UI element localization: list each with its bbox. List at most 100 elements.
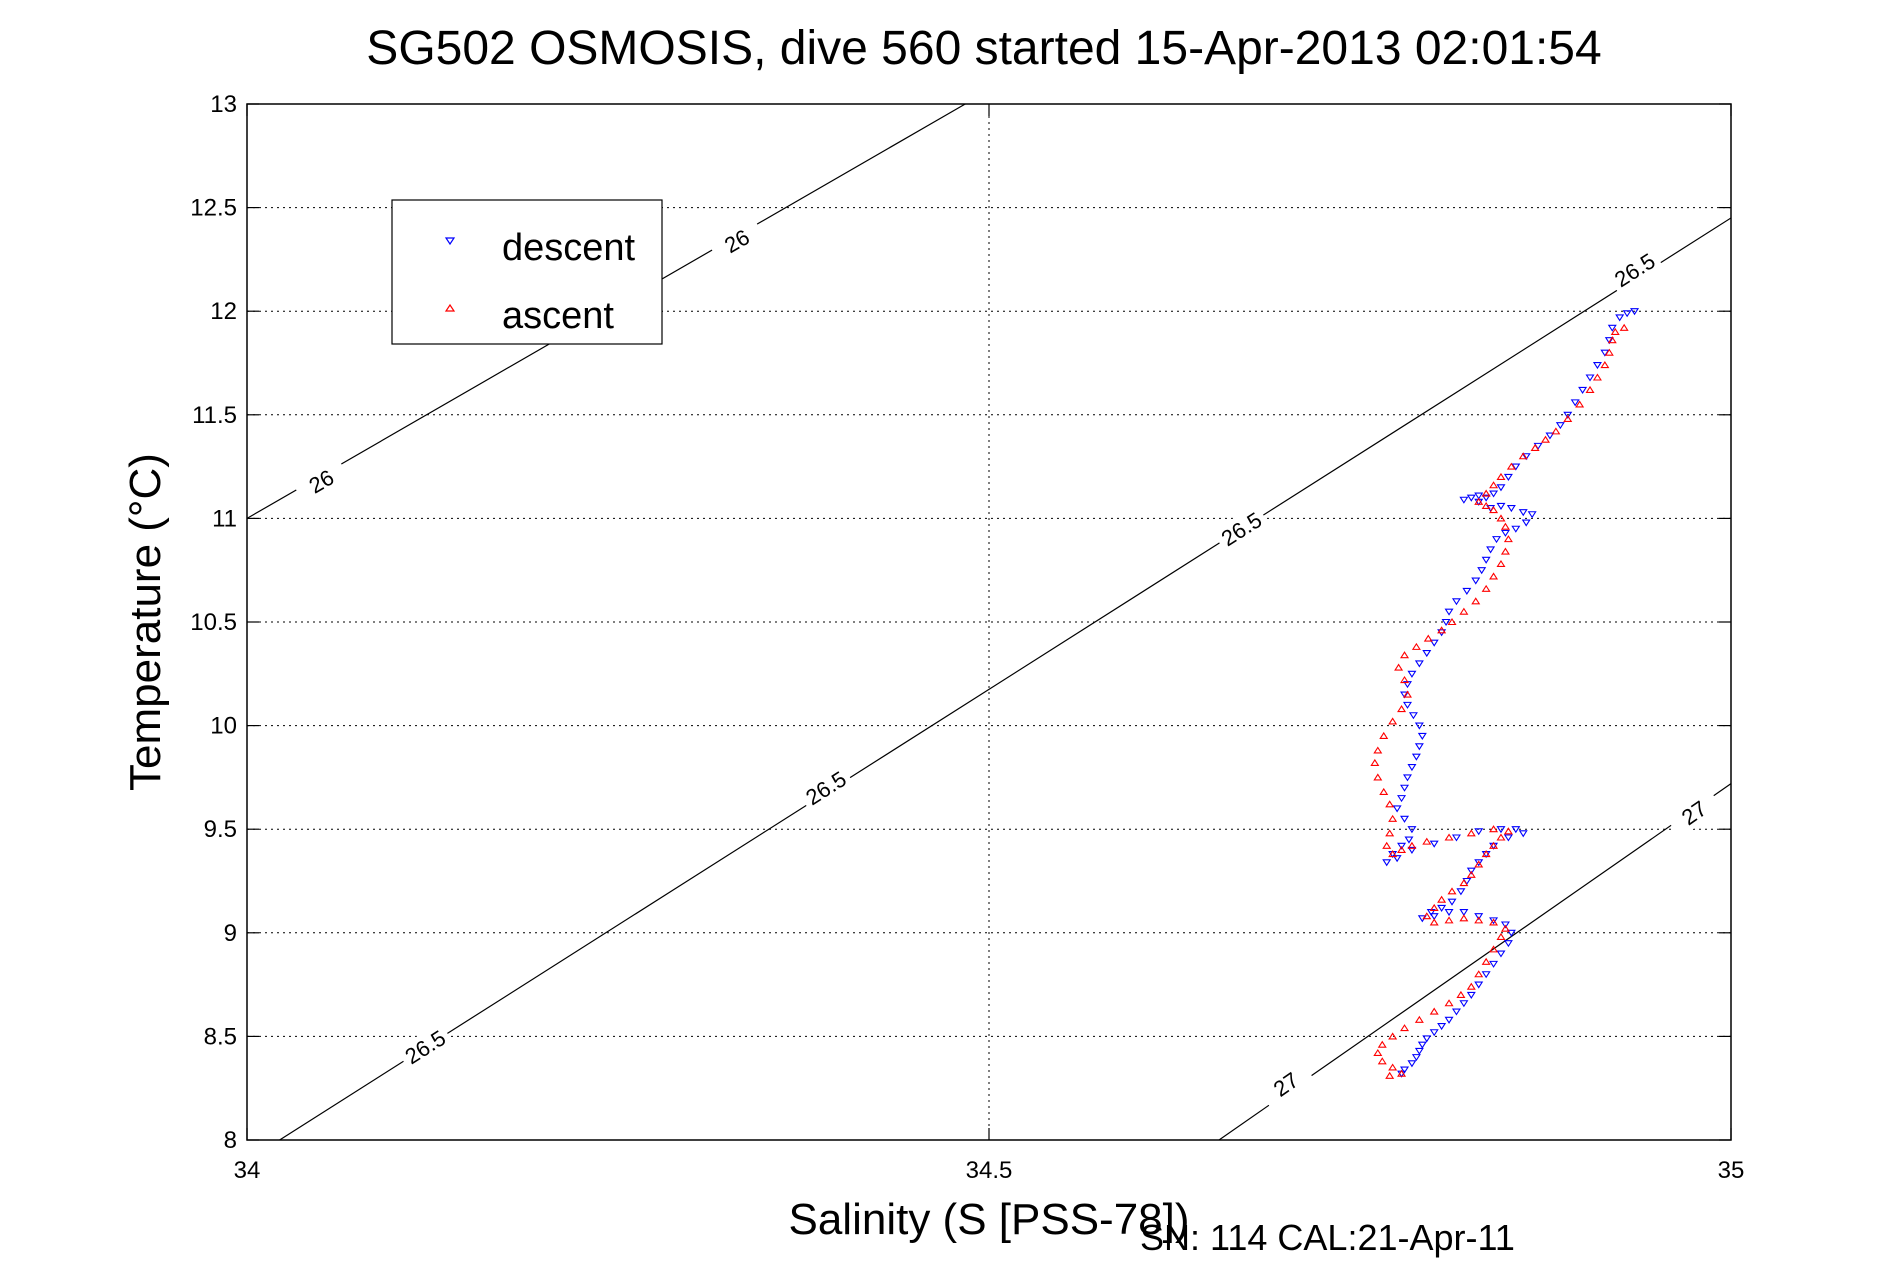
descent-point: [1545, 432, 1555, 440]
ascent-point: [1377, 1057, 1387, 1065]
ascent-point: [1444, 833, 1454, 841]
descent-point: [1459, 1000, 1469, 1008]
ascent-point: [1459, 879, 1469, 887]
descent-point: [1471, 577, 1481, 585]
ascent-point: [1506, 462, 1516, 470]
descent-point: [1481, 494, 1491, 502]
ascent-point: [1466, 870, 1476, 878]
ascent-point: [1489, 572, 1499, 580]
legend-box: [391, 199, 663, 345]
ascent-point: [1373, 1048, 1383, 1057]
x-tick-label: 34: [234, 1157, 261, 1184]
descent-point: [1462, 587, 1472, 595]
descent-point: [1392, 805, 1402, 813]
descent-point: [1511, 826, 1521, 834]
y-tick-label: 13: [210, 91, 237, 118]
ascent-point: [1610, 327, 1620, 335]
ascent-point: [1474, 916, 1484, 924]
descent-point: [1447, 898, 1457, 906]
descent-point: [1496, 950, 1506, 958]
contour-line-26-5: [278, 217, 1731, 1140]
descent-point: [1511, 525, 1521, 533]
ascent-point: [1489, 918, 1499, 926]
descent-point: [1578, 386, 1588, 394]
descent-point: [1518, 830, 1528, 838]
descent-point: [1429, 1029, 1439, 1037]
ascent-point: [1397, 1069, 1407, 1077]
ascent-point: [1394, 663, 1404, 671]
ascent-point: [1447, 617, 1457, 626]
descent-point: [1444, 608, 1454, 616]
descent-point: [1585, 374, 1595, 382]
ascent-point: [1466, 982, 1476, 990]
descent-point: [1456, 888, 1466, 896]
descent-point: [1496, 484, 1506, 492]
ascent-point: [1400, 1024, 1410, 1032]
contour-label-background: [1257, 1058, 1315, 1110]
legend-label-ascent: ascent: [502, 295, 614, 337]
ascent-point: [1379, 787, 1389, 795]
descent-point: [1429, 913, 1439, 921]
ascent-point: [1370, 758, 1380, 766]
descent-point: [1506, 929, 1516, 937]
ascent-point: [1411, 642, 1421, 650]
ascent-point: [1500, 522, 1510, 530]
y-tick-label: 11: [212, 505, 237, 532]
descent-point: [1521, 453, 1531, 461]
contour-label-background: [796, 762, 855, 813]
descent-point: [1555, 422, 1565, 430]
legend: descent ascent: [391, 199, 663, 345]
ascent-point: [1459, 607, 1469, 615]
ascent-point: [1489, 506, 1499, 514]
ascent-point: [1388, 717, 1398, 725]
descent-point: [1402, 774, 1412, 782]
ascent-point: [1496, 833, 1506, 841]
descent-point: [1404, 836, 1414, 844]
descent-point: [1411, 1054, 1421, 1062]
ascent-point: [1422, 837, 1432, 845]
ascent-point: [1489, 825, 1499, 833]
ascent-point: [1388, 1063, 1398, 1071]
y-axis-label: Temperature (°C): [121, 453, 170, 791]
descent-point: [1503, 473, 1513, 481]
descent-point: [1429, 840, 1439, 848]
ascent-point: [1600, 361, 1610, 369]
descent-point: [1481, 971, 1491, 979]
descent-point: [1422, 1035, 1432, 1043]
ascent-point: [1456, 990, 1466, 999]
descent-point: [1437, 1022, 1447, 1031]
ascent-point: [1414, 1015, 1424, 1023]
ascent-point: [1466, 829, 1476, 837]
descent-point: [1400, 815, 1410, 823]
descent-point: [1444, 909, 1454, 917]
ascent-point: [1447, 887, 1457, 895]
ascent-point: [1474, 497, 1484, 505]
ascent-point: [1423, 634, 1433, 642]
x-tick-label: 34.5: [966, 1157, 1013, 1184]
ascent-point: [1385, 1071, 1395, 1079]
ascent-point: [1388, 814, 1398, 822]
descent-point: [1397, 842, 1407, 850]
ascent-point: [1388, 850, 1398, 858]
descent-point: [1437, 904, 1447, 912]
ascent-point: [1503, 827, 1513, 835]
descent-point: [1630, 308, 1640, 316]
descent-point: [1622, 310, 1632, 318]
descent-point: [1407, 670, 1417, 678]
descent-point: [1408, 712, 1418, 720]
ascent-point: [1444, 999, 1454, 1007]
ascent-point: [1388, 1032, 1398, 1040]
contour-label-background: [1212, 503, 1271, 554]
ascent-point: [1563, 414, 1573, 422]
ascent-point: [1400, 675, 1410, 684]
descent-point: [1407, 1060, 1417, 1068]
ascent-point: [1619, 323, 1629, 331]
descent-point: [1474, 828, 1484, 836]
ascent-point: [1575, 400, 1585, 408]
legend-marker-descent: [444, 237, 456, 246]
descent-point: [1451, 598, 1461, 606]
descent-point: [1417, 732, 1427, 740]
ascent-point: [1518, 452, 1528, 460]
contour-label-background: [1605, 244, 1664, 295]
